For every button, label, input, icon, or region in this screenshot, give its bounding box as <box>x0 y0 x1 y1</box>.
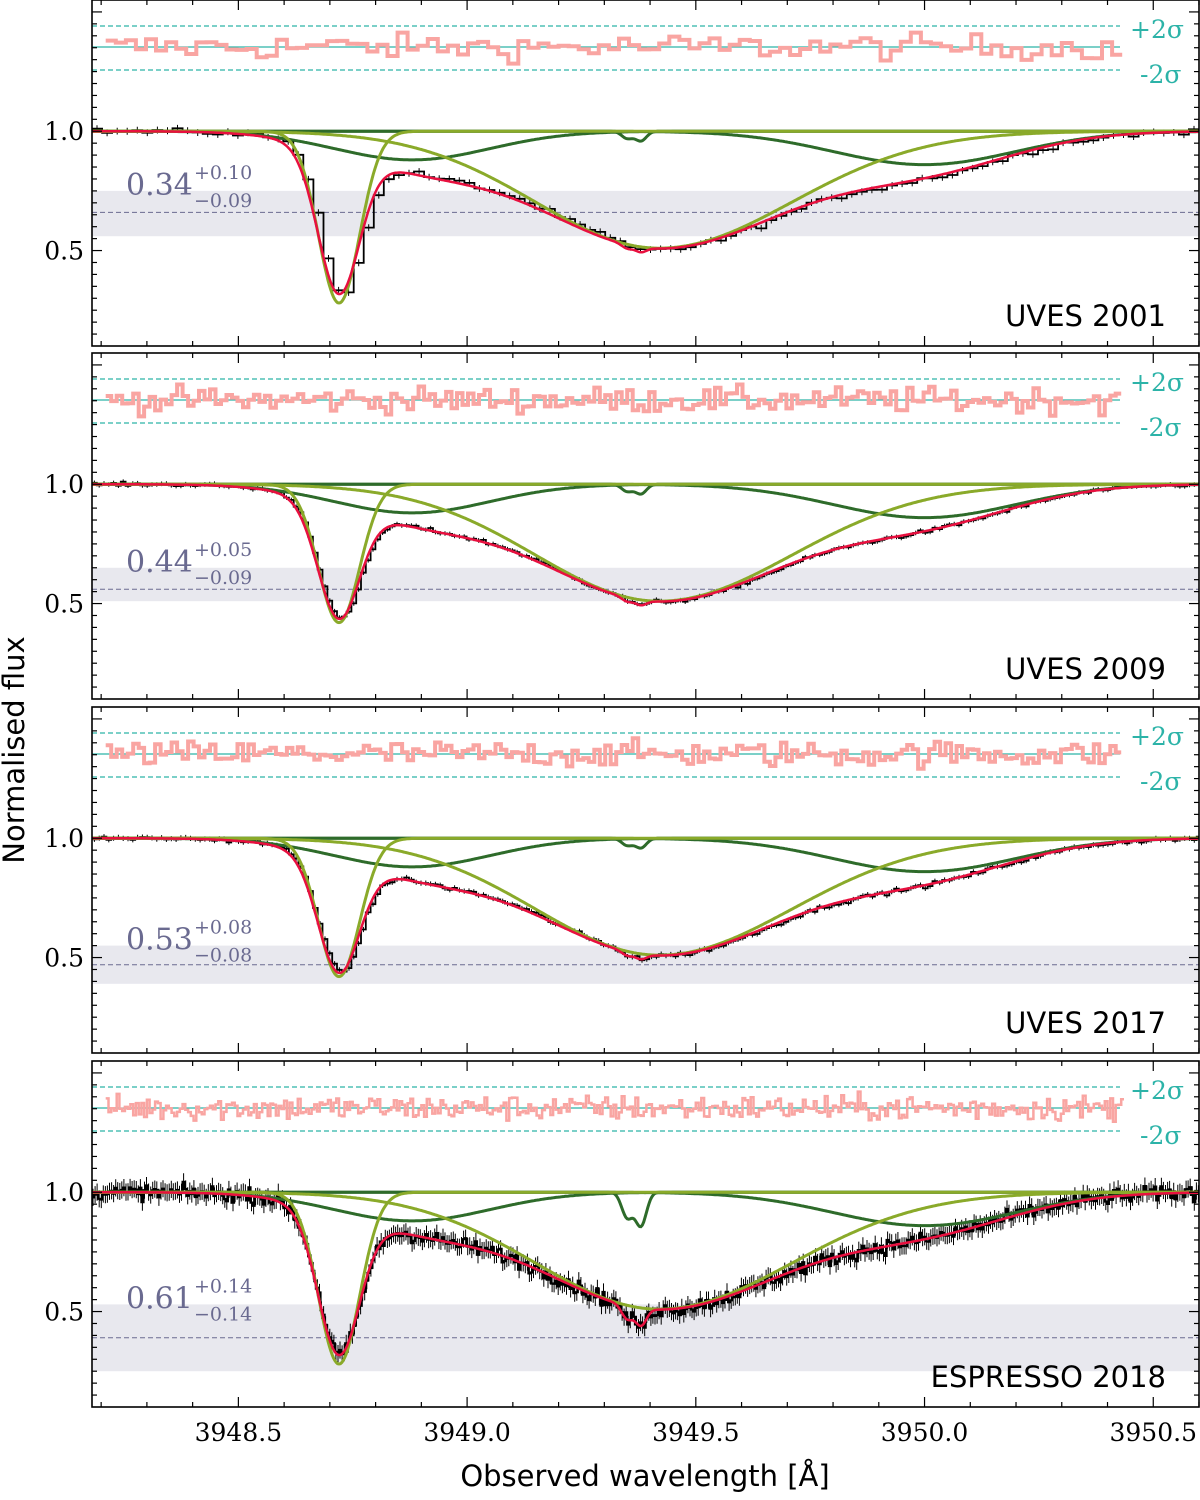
y-axis-title: Normalised flux <box>0 636 31 863</box>
minus-2sigma-label: -2σ <box>1140 1121 1181 1150</box>
panel-plot-area <box>92 1086 1199 1372</box>
panel-2: 0.5 1.0 +2σ -2σ 0.44 +0.05 −0.09 UVES 2009 <box>44 352 1200 700</box>
panel-4: 0.5 1.0 +2σ -2σ 0.61 +0.14 −0.14 ESPRESSO 2018 <box>44 1060 1200 1408</box>
value-upper-error: +0.10 <box>194 162 252 184</box>
y-tick-label: 1.0 <box>44 470 84 499</box>
y-tick-label: 1.0 <box>44 117 84 146</box>
residual-curve <box>105 736 1122 771</box>
total-model-curve <box>92 130 1199 296</box>
value-upper-error: +0.08 <box>194 917 252 939</box>
x-tick-label: 3949.5 <box>652 1418 739 1447</box>
panels-layer: 0.5 1.0 +2σ -2σ 0.34 +0.10 −0.09 UVES 2001 0.5 1.… <box>44 0 1200 1447</box>
x-tick-label: 3950.5 <box>1110 1418 1197 1447</box>
value-label: 0.44 <box>126 545 193 580</box>
broad-component-b <box>92 1190 1199 1366</box>
y-tick-label: 0.5 <box>44 1298 84 1327</box>
value-band <box>92 190 1199 237</box>
panel-3: 0.5 1.0 +2σ -2σ 0.53 +0.08 −0.08 UVES 2017 <box>44 706 1200 1054</box>
minus-2sigma-label: -2σ <box>1140 413 1181 442</box>
panel-frame <box>91 706 1200 1054</box>
x-axis-title: Observed wavelength [Å] <box>460 1459 829 1493</box>
x-tick-label: 3948.5 <box>195 1418 282 1447</box>
x-tick-label: 3950.0 <box>881 1418 968 1447</box>
value-label: 0.53 <box>126 923 193 958</box>
panel-frame <box>91 352 1200 700</box>
y-tick-label: 0.5 <box>44 590 84 619</box>
total-model-curve <box>92 483 1199 621</box>
plus-2sigma-label: +2σ <box>1130 722 1184 751</box>
value-label: 0.34 <box>126 168 193 203</box>
panel-plot-area <box>92 378 1199 625</box>
y-tick-label: 0.5 <box>44 944 84 973</box>
broad-component-b <box>92 482 1199 625</box>
y-tick-label: 0.5 <box>44 237 84 266</box>
panel-label: UVES 2009 <box>1005 652 1166 686</box>
minus-2sigma-label: -2σ <box>1140 767 1181 796</box>
value-lower-error: −0.08 <box>194 945 252 967</box>
minus-2sigma-label: -2σ <box>1140 60 1181 89</box>
y-tick-label: 1.0 <box>44 824 84 853</box>
value-upper-error: +0.14 <box>194 1275 252 1297</box>
x-tick-label: 3949.0 <box>423 1418 510 1447</box>
panel-1: 0.5 1.0 +2σ -2σ 0.34 +0.10 −0.09 UVES 2001 <box>44 0 1200 347</box>
value-band <box>92 567 1199 602</box>
plus-2sigma-label: +2σ <box>1130 1076 1184 1105</box>
panel-plot-area <box>92 732 1199 984</box>
y-tick-label: 1.0 <box>44 1178 84 1207</box>
value-upper-error: +0.05 <box>194 539 252 561</box>
value-label: 0.61 <box>126 1281 193 1316</box>
plus-2sigma-label: +2σ <box>1130 368 1184 397</box>
residual-curve <box>105 30 1123 66</box>
panel-plot-area <box>92 25 1199 305</box>
panel-label: UVES 2017 <box>1005 1006 1166 1040</box>
value-lower-error: −0.14 <box>194 1303 252 1325</box>
value-lower-error: −0.09 <box>194 190 252 212</box>
value-lower-error: −0.09 <box>194 567 252 589</box>
panel-label: UVES 2001 <box>1005 299 1166 333</box>
total-model-curve <box>92 837 1199 975</box>
total-model-curve <box>92 1191 1199 1357</box>
panel-frame <box>91 0 1200 347</box>
residual-curve <box>105 382 1122 419</box>
broad-component-b <box>92 836 1199 979</box>
plus-2sigma-label: +2σ <box>1130 15 1184 44</box>
broad-component-b <box>92 129 1199 305</box>
panel-frame <box>91 1060 1200 1408</box>
residual-curve <box>105 1090 1124 1124</box>
panel-label: ESPRESSO 2018 <box>931 1360 1166 1394</box>
